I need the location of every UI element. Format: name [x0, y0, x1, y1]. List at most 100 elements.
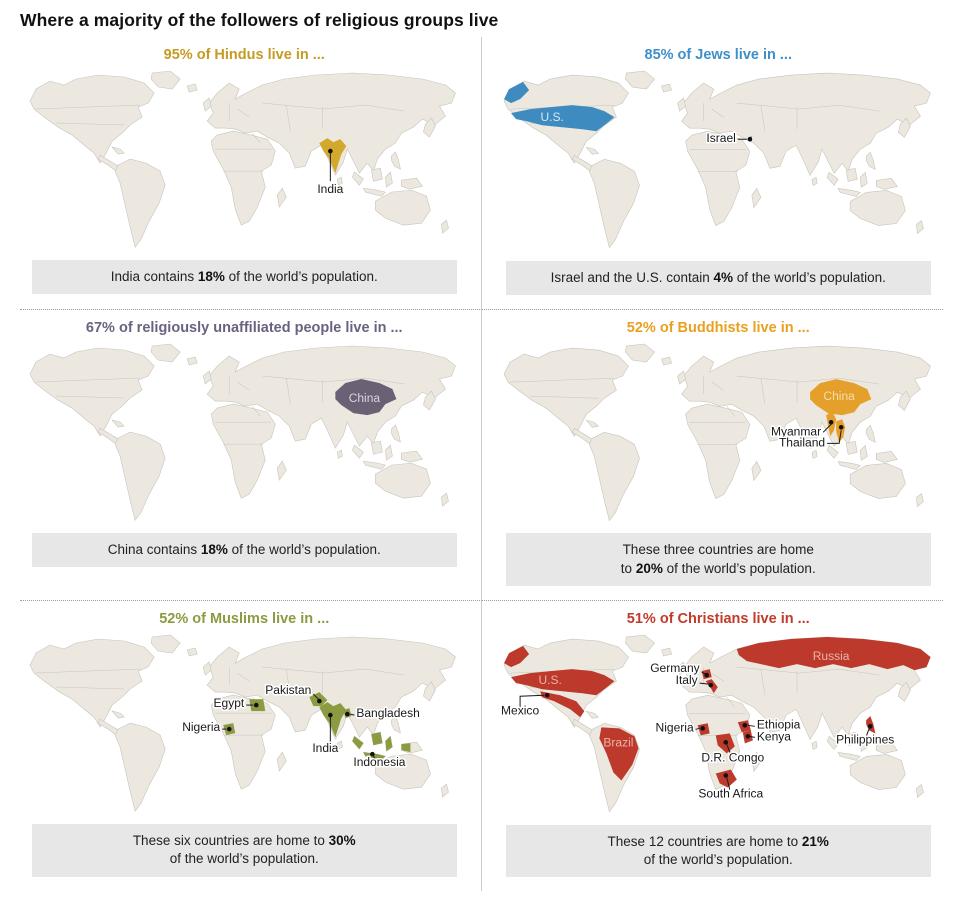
- highlight-indonesia: [401, 743, 411, 753]
- highlight-usa: [510, 669, 614, 696]
- label-dot: [328, 148, 333, 154]
- country-border: [36, 377, 141, 383]
- panel-jews: 85% of Jews live in ... U.S. Israel Israe…: [481, 37, 943, 310]
- world-map-hindus: India: [24, 69, 465, 255]
- map-label: Pakistan: [265, 683, 311, 697]
- country-border: [736, 102, 879, 112]
- label-dot: [707, 682, 713, 688]
- map-label: Ethiopia: [756, 717, 800, 731]
- leader-line: [826, 430, 842, 444]
- landmass: [362, 187, 386, 197]
- map-label: India: [312, 741, 338, 755]
- map-label: Italy: [675, 673, 697, 687]
- highlight-india: [319, 701, 347, 738]
- landmass: [391, 715, 401, 734]
- country-border: [56, 686, 125, 690]
- landmass: [29, 347, 155, 437]
- country-border: [760, 377, 765, 405]
- landmass: [865, 424, 876, 443]
- landmass: [206, 636, 456, 740]
- landmass: [897, 681, 911, 702]
- panel-caption-buddhists: These three countries are home to 20% of…: [505, 533, 931, 586]
- caption-text: China contains: [107, 542, 201, 558]
- highlight-russia: [736, 636, 930, 671]
- map-label: U.S.: [540, 110, 563, 124]
- country-border: [529, 395, 598, 399]
- caption-text: These 12 countries are home to: [607, 833, 802, 849]
- landmass: [845, 731, 858, 746]
- landmass: [114, 158, 166, 248]
- leader-line: [519, 694, 544, 708]
- panel-heading-buddhists: 52% of Buddhists live in ...: [626, 319, 810, 336]
- landmass: [915, 783, 924, 799]
- world-map-unaffiliated: China: [24, 341, 465, 528]
- map-label: U.S.: [538, 673, 561, 687]
- highlight-china: [809, 378, 871, 416]
- country-border: [56, 122, 125, 126]
- landmass: [401, 177, 423, 190]
- map-label: Germany: [650, 661, 699, 675]
- map-label: India: [317, 182, 343, 196]
- landmass: [811, 449, 817, 459]
- caption-text: of the world’s population.: [662, 560, 816, 576]
- landmass: [859, 444, 868, 461]
- caption-text: of the world’s population.: [169, 851, 319, 867]
- landmass: [826, 735, 839, 750]
- landmass: [826, 444, 839, 459]
- landmass: [337, 449, 343, 459]
- label-dot: [867, 723, 873, 729]
- panel-buddhists: 52% of Buddhists live in ... China Myanma…: [481, 310, 943, 601]
- landmass: [375, 753, 431, 790]
- landmass: [391, 424, 401, 443]
- panel-caption-muslims: These six countries are home to 30% of t…: [32, 824, 457, 877]
- leader-line: [695, 727, 700, 730]
- landmass: [186, 356, 198, 366]
- landmass: [676, 97, 686, 112]
- label-dot: [328, 712, 333, 718]
- panel-unaffiliated: 67% of religiously unaffiliated people l…: [20, 309, 482, 601]
- country-border: [726, 696, 735, 708]
- landmass: [362, 460, 386, 470]
- highlight-china: [335, 378, 397, 415]
- landmass: [849, 190, 906, 226]
- country-border: [262, 102, 405, 112]
- landmass: [111, 419, 125, 428]
- landmass: [385, 171, 393, 188]
- caption-text: These six countries are home to: [132, 833, 329, 849]
- landmass: [276, 751, 287, 772]
- country-border: [736, 666, 879, 676]
- country-border: [36, 668, 141, 674]
- landmass: [186, 83, 198, 93]
- caption-text: These three countries are home to: [620, 542, 814, 576]
- highlight-usa: [503, 82, 529, 104]
- landmass: [114, 431, 166, 521]
- caption-text: of the world’s population.: [643, 851, 793, 867]
- landmass: [751, 751, 761, 773]
- landmass: [826, 171, 839, 186]
- landmass: [837, 751, 861, 761]
- landmass: [751, 187, 761, 209]
- leader-line: [749, 735, 755, 738]
- landmass: [865, 151, 876, 170]
- highlight-usa: [503, 645, 529, 668]
- landmass: [202, 370, 212, 385]
- label-dot: [838, 424, 843, 430]
- label-dot: [747, 136, 752, 142]
- label-dot: [703, 672, 709, 678]
- world-map-muslims: Pakistan Egypt Nigeria India Bangladesh Indon…: [24, 632, 465, 819]
- landmass: [751, 460, 761, 482]
- landmass: [206, 72, 456, 176]
- landmass: [441, 219, 449, 234]
- label-dot: [544, 692, 549, 698]
- landmass: [845, 167, 858, 182]
- caption-stat: 30%: [328, 833, 356, 849]
- landmass: [875, 178, 898, 190]
- landmass: [111, 146, 125, 155]
- map-label: Philippines: [836, 732, 894, 746]
- leader-line: [865, 728, 870, 737]
- landmass: [111, 710, 125, 719]
- map-label: Nigeria: [655, 720, 693, 734]
- landmass: [150, 70, 181, 90]
- landmass: [584, 710, 599, 719]
